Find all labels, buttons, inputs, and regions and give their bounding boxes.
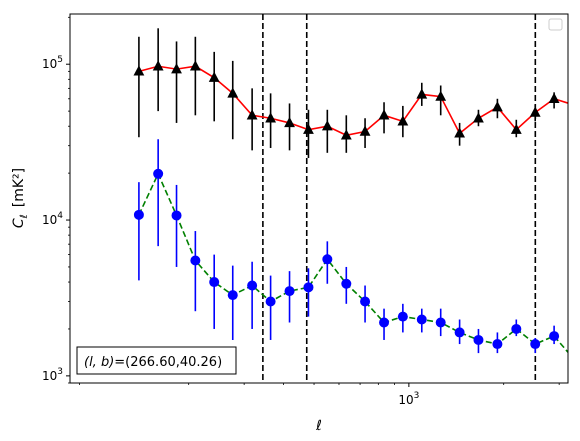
x-axis-label: ℓ xyxy=(315,418,322,434)
series-0-point-12 xyxy=(359,125,371,136)
series-1-point-7 xyxy=(265,296,276,307)
series-0-point-17 xyxy=(454,127,466,138)
series-0-point-14 xyxy=(397,115,409,126)
annotation-values: =(266.60,40.26) xyxy=(114,355,222,370)
series-1-point-4 xyxy=(209,277,220,288)
series-0-point-7 xyxy=(265,112,277,123)
series-1-point-19 xyxy=(492,339,503,350)
series-0-point-15 xyxy=(416,88,428,99)
legend-box xyxy=(548,18,563,31)
series-1-point-9 xyxy=(303,282,314,293)
series-0-point-19 xyxy=(491,101,503,112)
series-1-point-23 xyxy=(568,353,578,363)
annotation-vars: (l, b) xyxy=(84,355,114,370)
series-1-point-8 xyxy=(284,286,295,297)
y-tick-label-2: 105 xyxy=(42,55,63,71)
x-tick-label-0: 103 xyxy=(398,391,419,407)
series-1-point-0 xyxy=(133,209,144,220)
series-1-point-22 xyxy=(549,331,560,342)
series-1-point-5 xyxy=(227,290,238,301)
series-1-point-18 xyxy=(473,334,484,345)
series-1-point-17 xyxy=(454,327,465,338)
series-1-point-11 xyxy=(341,278,352,289)
series-0-point-13 xyxy=(378,109,390,120)
series-0-point-8 xyxy=(284,116,295,128)
series-0-point-21 xyxy=(529,106,541,117)
plot-frame xyxy=(69,13,569,384)
series-0-point-16 xyxy=(435,90,447,101)
series-0-point-4 xyxy=(208,71,220,82)
series-1-point-14 xyxy=(397,311,408,322)
y-tick-label-0: 103 xyxy=(42,367,63,383)
series-1-point-21 xyxy=(530,339,541,350)
series-0-point-1 xyxy=(152,60,164,71)
y-tick-label-1: 104 xyxy=(42,211,63,227)
series-0-point-2 xyxy=(171,63,182,74)
series-0-point-18 xyxy=(473,112,484,123)
series-0-point-5 xyxy=(227,87,239,98)
series-0-point-3 xyxy=(189,60,201,71)
series-1-point-3 xyxy=(190,255,201,266)
series-1-point-15 xyxy=(416,314,427,325)
series-0-point-20 xyxy=(510,123,522,134)
series-1-point-12 xyxy=(360,296,371,307)
series-0-point-23 xyxy=(567,108,568,109)
y-label-sub: ℓ xyxy=(19,214,30,218)
series-0-point-11 xyxy=(340,129,352,140)
series-0-point-9 xyxy=(303,123,314,134)
y-label-main: C xyxy=(11,218,27,228)
series-1-point-1 xyxy=(153,168,164,179)
series-1-point-6 xyxy=(247,280,258,291)
series-1 xyxy=(133,139,578,363)
series-1-point-16 xyxy=(435,317,446,328)
series-1-point-13 xyxy=(379,317,390,328)
series-0-point-10 xyxy=(321,120,333,131)
annotation-box: (l, b)=(266.60,40.26) xyxy=(76,346,237,375)
series-0-point-6 xyxy=(246,109,258,120)
series-1-point-10 xyxy=(322,254,333,265)
series-1-point-2 xyxy=(171,210,182,221)
series-1-point-20 xyxy=(511,323,522,334)
series-0-point-22 xyxy=(548,92,560,103)
annotation-text: (l, b)=(266.60,40.26) xyxy=(84,355,222,370)
series-0-point-0 xyxy=(133,65,145,76)
y-label-unit: [mK²] xyxy=(11,168,27,207)
y-axis-label: Cℓ [mK²] xyxy=(11,168,30,228)
series-0 xyxy=(133,28,568,159)
series-0-line xyxy=(138,65,568,137)
